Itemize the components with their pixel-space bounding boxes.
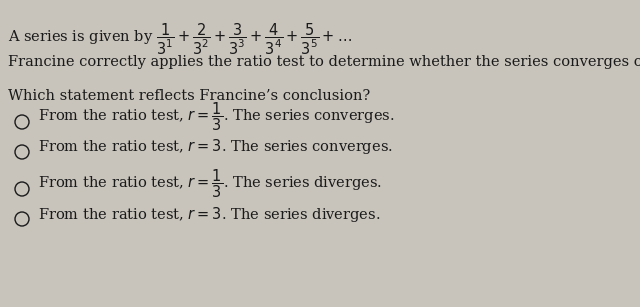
Text: From the ratio test, $r = 3$. The series converges.: From the ratio test, $r = 3$. The series… bbox=[38, 138, 393, 157]
Text: A series is given by $\dfrac{1}{3^1} + \dfrac{2}{3^2} + \dfrac{3}{3^3} + \dfrac{: A series is given by $\dfrac{1}{3^1} + \… bbox=[8, 22, 352, 57]
Text: From the ratio test, $r = \dfrac{1}{3}$. The series converges.: From the ratio test, $r = \dfrac{1}{3}$.… bbox=[38, 101, 395, 133]
Text: Which statement reflects Francine’s conclusion?: Which statement reflects Francine’s conc… bbox=[8, 89, 371, 103]
Text: From the ratio test, $r = \dfrac{1}{3}$. The series diverges.: From the ratio test, $r = \dfrac{1}{3}$.… bbox=[38, 168, 382, 200]
Text: Francine correctly applies the ratio test to determine whether the series conver: Francine correctly applies the ratio tes… bbox=[8, 55, 640, 69]
Text: From the ratio test, $r = 3$. The series diverges.: From the ratio test, $r = 3$. The series… bbox=[38, 204, 380, 223]
